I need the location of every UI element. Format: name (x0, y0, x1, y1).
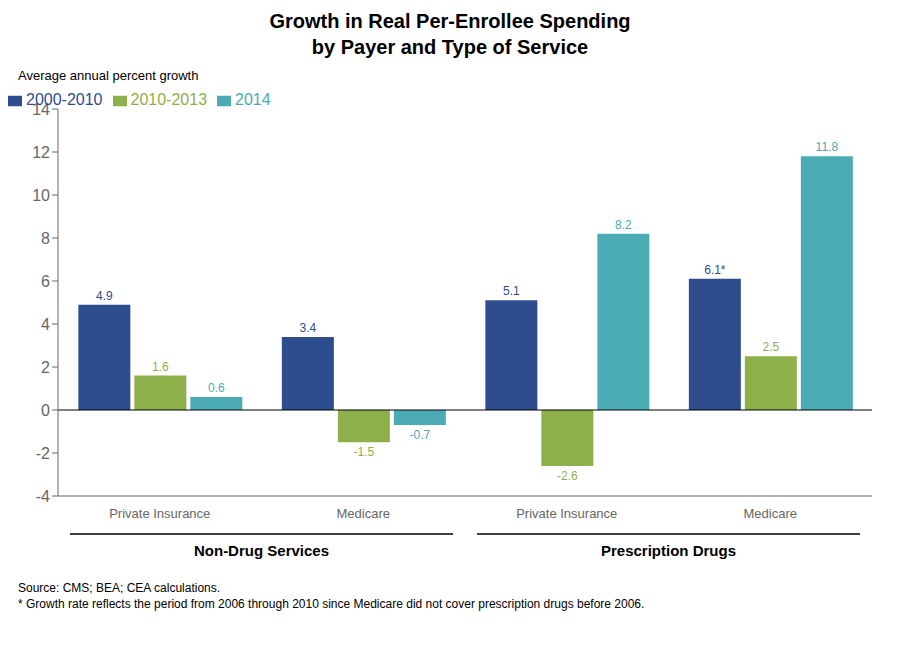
svg-text:2.5: 2.5 (763, 340, 780, 354)
svg-text:-1.5: -1.5 (354, 445, 375, 459)
svg-text:12: 12 (32, 144, 50, 161)
svg-text:5.1: 5.1 (503, 284, 520, 298)
svg-text:6: 6 (41, 273, 50, 290)
svg-text:8: 8 (41, 230, 50, 247)
svg-text:-2.6: -2.6 (557, 469, 578, 483)
svg-text:-0.7: -0.7 (410, 428, 431, 442)
svg-text:Non-Drug Services: Non-Drug Services (194, 542, 329, 559)
svg-text:10: 10 (32, 187, 50, 204)
svg-text:14: 14 (32, 101, 50, 118)
svg-text:-4: -4 (36, 488, 50, 505)
svg-text:Private Insurance: Private Insurance (109, 506, 210, 521)
svg-text:0: 0 (41, 402, 50, 419)
svg-text:8.2: 8.2 (615, 218, 632, 232)
svg-text:Medicare: Medicare (744, 506, 797, 521)
svg-text:4.9: 4.9 (96, 289, 113, 303)
svg-text:6.1*: 6.1* (704, 263, 726, 277)
svg-text:1.6: 1.6 (152, 360, 169, 374)
svg-text:Private Insurance: Private Insurance (516, 506, 617, 521)
svg-text:Medicare: Medicare (337, 506, 390, 521)
svg-text:Prescription Drugs: Prescription Drugs (601, 542, 736, 559)
svg-text:2: 2 (41, 359, 50, 376)
svg-text:3.4: 3.4 (300, 321, 317, 335)
svg-text:4: 4 (41, 316, 50, 333)
svg-text:-2: -2 (36, 445, 50, 462)
svg-text:0.6: 0.6 (208, 381, 225, 395)
svg-text:11.8: 11.8 (816, 140, 839, 154)
